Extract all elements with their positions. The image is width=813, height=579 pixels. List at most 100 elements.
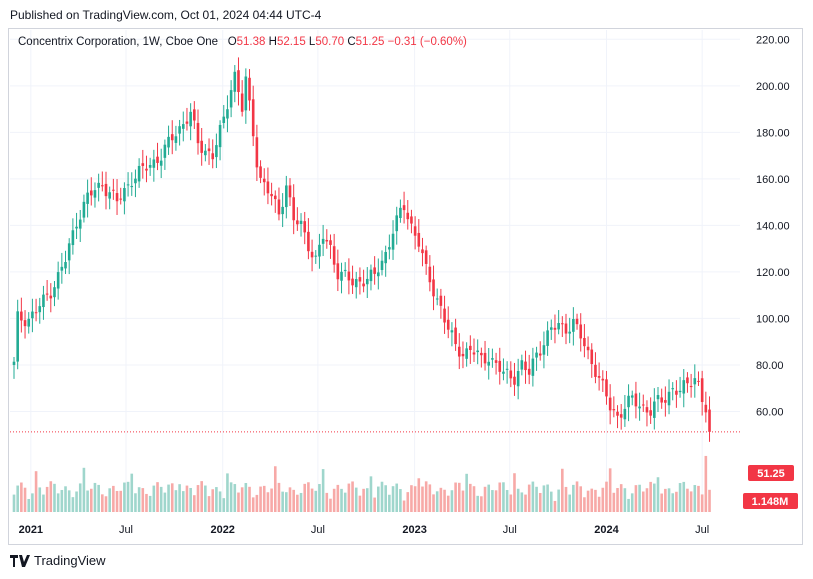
open-value: 51.38 bbox=[236, 36, 266, 48]
volume-bar bbox=[365, 488, 369, 512]
volume-bar bbox=[222, 498, 226, 512]
candle-body bbox=[424, 250, 428, 264]
candle-body bbox=[553, 327, 557, 330]
price-tick-label: 100.00 bbox=[756, 313, 790, 325]
volume-bar bbox=[667, 488, 671, 512]
volume-bar bbox=[653, 483, 656, 512]
candle-body bbox=[421, 249, 424, 254]
candle-body bbox=[215, 145, 218, 158]
volume-bar bbox=[303, 483, 307, 512]
volume-bar bbox=[207, 496, 211, 512]
candle-body bbox=[399, 207, 402, 219]
volume-bar bbox=[347, 483, 351, 512]
published-caption: Published on TradingView.com, Oct 01, 20… bbox=[10, 8, 322, 22]
candle-body bbox=[145, 168, 148, 171]
candle-body bbox=[343, 269, 347, 271]
candle-body bbox=[281, 206, 284, 215]
volume-bar bbox=[31, 493, 34, 512]
candle-body bbox=[292, 197, 295, 221]
candle-body bbox=[101, 185, 104, 187]
volume-bar bbox=[211, 489, 215, 512]
candle-body bbox=[347, 271, 351, 281]
volume-bar bbox=[660, 493, 663, 512]
volume-bar bbox=[605, 481, 608, 512]
price-tick-label: 220.00 bbox=[756, 34, 790, 46]
volume-bar bbox=[597, 496, 601, 512]
low-label: L bbox=[308, 36, 316, 48]
candle-body bbox=[115, 193, 119, 202]
time-tick-label: 2022 bbox=[210, 524, 234, 536]
candle-body bbox=[23, 320, 27, 327]
volume-bar bbox=[218, 491, 222, 512]
candle-body bbox=[446, 319, 450, 330]
candle-body bbox=[531, 358, 535, 376]
candle-body bbox=[402, 205, 406, 211]
low-value: 50.70 bbox=[315, 36, 345, 48]
volume-bar bbox=[623, 488, 627, 512]
volume-bar bbox=[678, 483, 682, 512]
candle-body bbox=[494, 360, 498, 363]
volume-bar bbox=[101, 494, 104, 512]
candle-body bbox=[524, 361, 527, 371]
volume-bar bbox=[704, 455, 708, 512]
volume-bar bbox=[561, 468, 564, 512]
candle-body bbox=[388, 247, 391, 250]
volume-bar bbox=[498, 482, 502, 512]
candle-body bbox=[222, 116, 226, 124]
volume-bar bbox=[410, 485, 413, 512]
volume-bar bbox=[89, 488, 93, 512]
price-tick-label: 140.00 bbox=[756, 220, 790, 232]
volume-bar bbox=[432, 494, 435, 512]
candle-body bbox=[561, 323, 564, 325]
candle-body bbox=[454, 327, 457, 345]
candle-body bbox=[196, 122, 200, 144]
volume-bar bbox=[406, 492, 410, 512]
candle-body bbox=[56, 272, 60, 289]
candle-body bbox=[310, 251, 314, 258]
volume-bar bbox=[697, 485, 700, 512]
volume-bar bbox=[480, 496, 483, 512]
volume-bar bbox=[196, 485, 200, 512]
candle-body bbox=[704, 404, 708, 413]
candle-body bbox=[204, 150, 207, 156]
candle-body bbox=[31, 311, 34, 319]
candle-body bbox=[82, 201, 86, 218]
volume-bar bbox=[358, 495, 362, 512]
candle-body bbox=[362, 283, 365, 287]
volume-bar bbox=[336, 484, 340, 512]
candle-body bbox=[60, 266, 64, 271]
candle-body bbox=[700, 378, 704, 403]
volume-bar bbox=[664, 488, 667, 512]
candle-body bbox=[583, 337, 586, 347]
volume-bar bbox=[130, 473, 134, 512]
time-tick-label: Jul bbox=[311, 524, 325, 536]
candle-body bbox=[627, 395, 630, 408]
candle-body bbox=[435, 298, 439, 300]
volume-bar bbox=[281, 491, 284, 512]
ohlc-legend: Concentrix Corporation, 1W, Cboe One O51… bbox=[18, 36, 467, 48]
candle-body bbox=[20, 311, 23, 321]
candle-body bbox=[170, 134, 174, 141]
volume-bar bbox=[12, 494, 16, 512]
candle-body bbox=[660, 397, 663, 403]
candle-body bbox=[608, 397, 612, 411]
volume-bar bbox=[564, 486, 568, 512]
volume-bar bbox=[645, 488, 649, 512]
candle-body bbox=[675, 390, 678, 395]
candle-body bbox=[174, 136, 178, 143]
volume-bar bbox=[553, 500, 557, 512]
time-tick-label: 2024 bbox=[594, 524, 619, 536]
volume-bar bbox=[78, 483, 82, 512]
candle-body bbox=[240, 93, 244, 112]
volume-bar bbox=[141, 488, 145, 512]
volume-bar bbox=[104, 496, 108, 512]
volume-bar bbox=[542, 485, 546, 512]
candle-body bbox=[520, 360, 524, 370]
candle-body bbox=[89, 190, 93, 196]
candle-body bbox=[697, 380, 700, 382]
volume-bar bbox=[421, 486, 424, 512]
candle-body bbox=[78, 219, 82, 229]
volume-bar bbox=[630, 493, 634, 512]
candle-body bbox=[86, 192, 89, 204]
